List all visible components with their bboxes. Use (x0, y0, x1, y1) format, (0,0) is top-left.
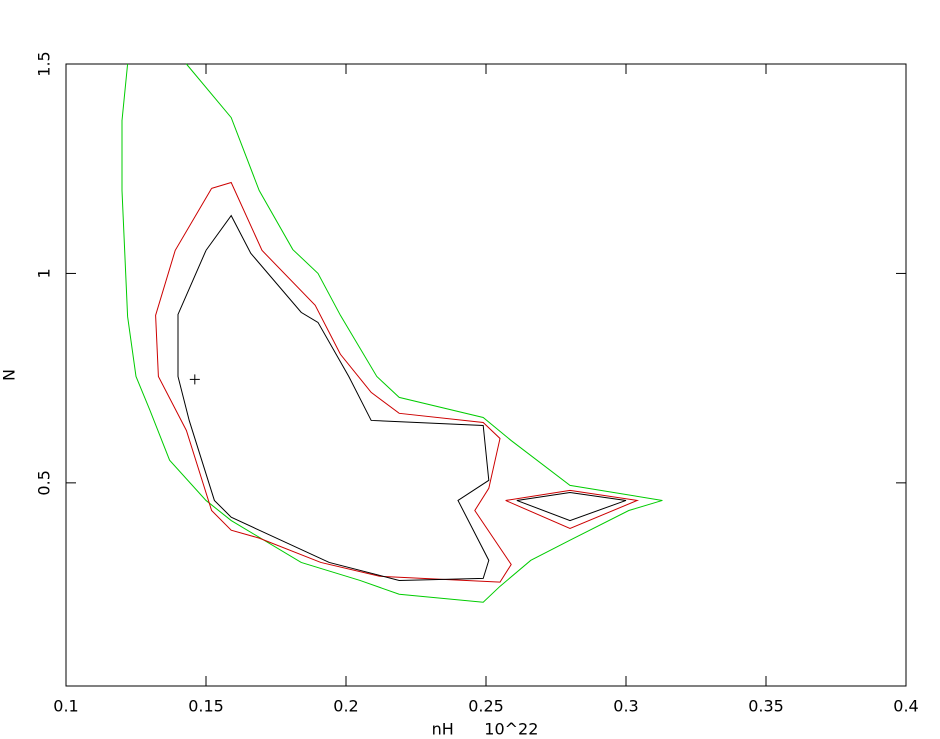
y-tick-label: 1 (35, 268, 54, 278)
contour-line (177, 214, 490, 581)
x-tick-label: 0.2 (333, 697, 358, 716)
x-tick-label: 0.35 (748, 697, 784, 716)
contour-line (155, 181, 512, 583)
x-axis-label: nH 10^22 (432, 720, 539, 739)
contour-line (516, 491, 627, 522)
y-tick-label: 1.5 (35, 51, 54, 76)
x-tick-label: 0.3 (613, 697, 638, 716)
y-tick-label: 0.5 (35, 470, 54, 495)
y-axis-label: N (0, 369, 19, 381)
x-tick-label: 0.25 (468, 697, 504, 716)
contour-line (505, 489, 640, 530)
contour-line (121, 63, 663, 603)
x-tick-label: 0.4 (893, 697, 918, 716)
plot-frame (65, 63, 907, 687)
x-tick-label: 0.15 (188, 697, 224, 716)
x-tick-label: 0.1 (53, 697, 78, 716)
